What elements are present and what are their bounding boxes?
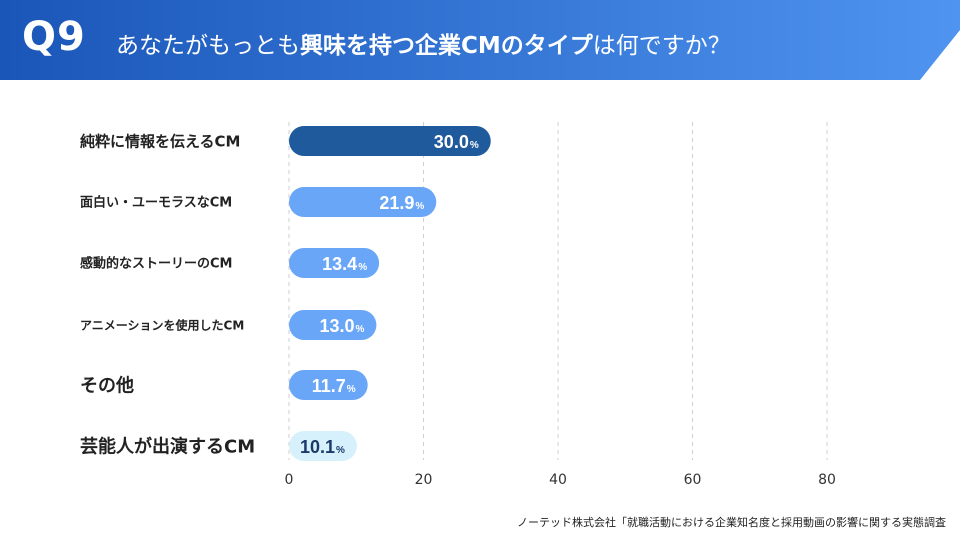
value-label-1: 30.0% (434, 132, 479, 152)
question-number: Q9 (22, 14, 86, 60)
bar-1 (289, 126, 491, 156)
title-part-1: あなたがもっとも (116, 33, 300, 59)
bar-3 (289, 248, 380, 278)
header-banner: Q9 あなたがもっとも興味を持つ企業CMのタイプは何ですか？ (0, 0, 960, 80)
title-part-2: 興味を持つ企業CMのタイプ (300, 33, 593, 59)
header-background (0, 0, 960, 80)
category-label-4: アニメーションを使用したCM (80, 317, 244, 332)
value-label-4: 13.0% (319, 316, 364, 336)
x-tick-label-0: 0 (285, 472, 294, 488)
bar-2 (289, 187, 437, 217)
question-title: あなたがもっとも興味を持つ企業CMのタイプは何ですか？ (116, 26, 731, 60)
bar-5 (289, 370, 368, 400)
value-label-3: 13.4% (322, 254, 367, 274)
category-label-2: 面白い・ユーモラスなCM (80, 195, 232, 211)
bar-4 (289, 310, 377, 340)
x-tick-label-40: 40 (549, 472, 567, 488)
x-tick-label-80: 80 (818, 472, 836, 488)
category-label-3: 感動的なストーリーのCM (80, 256, 232, 272)
bar-6 (289, 431, 357, 461)
source-note: ノーテッド株式会社「就職活動における企業知名度と採用動画の影響に関する実態調査 (517, 516, 946, 529)
title-part-3: は何ですか？ (592, 33, 731, 59)
category-label-6: 芸能人が出演するCM (80, 435, 255, 457)
x-tick-label-60: 60 (684, 472, 702, 488)
value-label-2: 21.9% (379, 193, 424, 213)
x-tick-label-20: 20 (415, 472, 433, 488)
category-label-5: その他 (80, 374, 134, 396)
value-label-5: 11.7% (312, 376, 356, 396)
category-label-1: 純粋に情報を伝えるCM (80, 132, 241, 150)
value-label-6: 10.1% (300, 437, 345, 457)
